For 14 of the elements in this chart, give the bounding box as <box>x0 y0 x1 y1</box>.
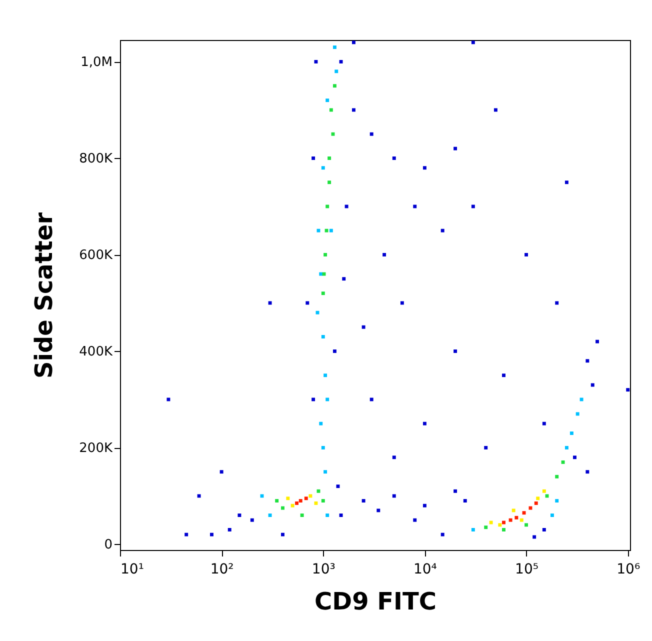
y-tick-label: 800K <box>79 152 113 167</box>
y-tick-label: 1,0M <box>80 55 112 70</box>
x-tick-label: 10⁵ <box>515 562 538 578</box>
y-tick-label: 400K <box>79 344 113 360</box>
x-tick-label: 10² <box>210 562 234 578</box>
x-tick-label: 10¹ <box>120 562 144 578</box>
y-tick-label: 200K <box>79 441 113 456</box>
x-axis-title: CD9 FITC <box>314 588 436 616</box>
y-tick-label: 0 <box>104 538 112 553</box>
x-tick-label: 10⁶ <box>616 562 640 578</box>
y-tick-label: 600K <box>79 248 113 264</box>
x-tick-label: 10³ <box>312 562 336 578</box>
y-axis-title: Side Scatter <box>30 212 58 379</box>
x-tick-label: 10⁴ <box>413 562 438 578</box>
